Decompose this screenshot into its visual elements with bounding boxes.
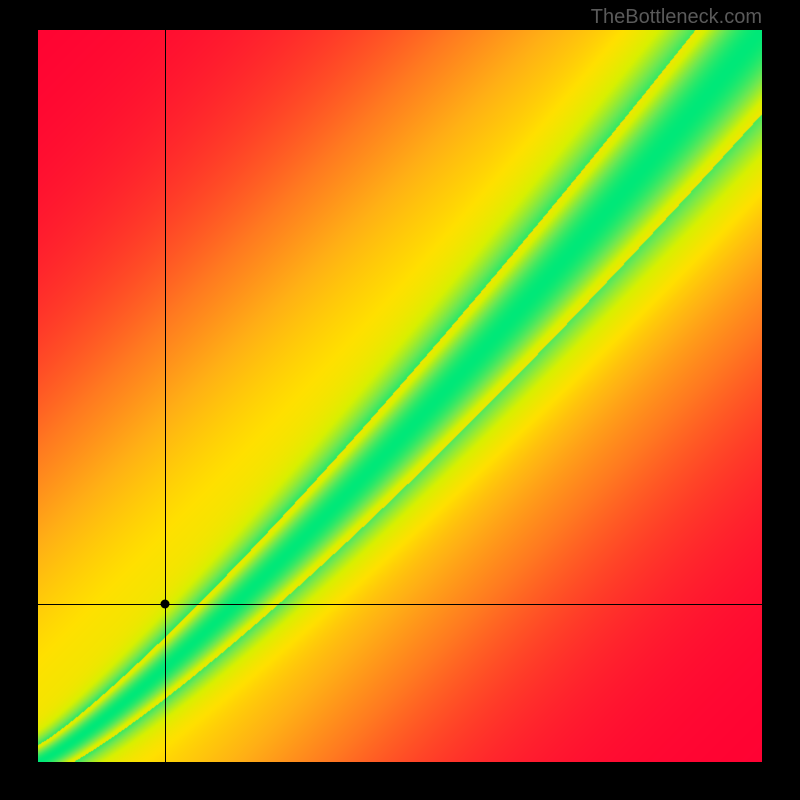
crosshair-marker <box>160 599 169 608</box>
crosshair-vertical <box>165 30 166 762</box>
crosshair-horizontal <box>38 604 762 605</box>
heatmap-plot <box>38 30 762 762</box>
heatmap-canvas <box>38 30 762 762</box>
watermark-text: TheBottleneck.com <box>591 6 762 29</box>
